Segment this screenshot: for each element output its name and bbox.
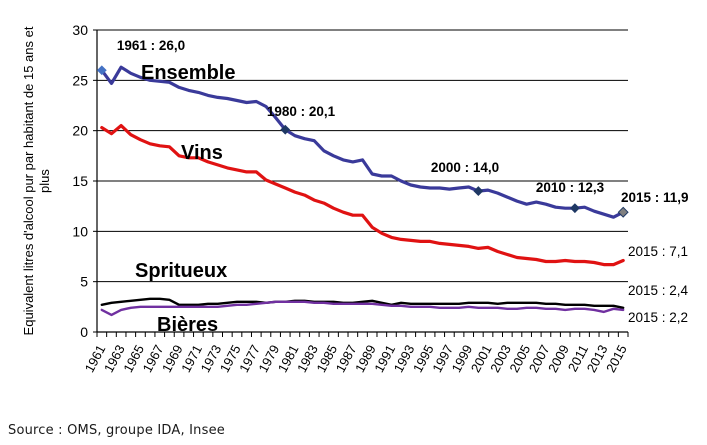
series-label-bieres: Bières xyxy=(157,314,218,336)
x-tick-label-2015: 2015 xyxy=(603,342,630,375)
marker-2000 xyxy=(473,186,484,196)
y-tick-label-5: 5 xyxy=(80,274,88,290)
marker-1961 xyxy=(96,65,107,76)
annotation-2010-12-3: 2010 : 12,3 xyxy=(536,180,605,195)
annotation-2015-7-1: 2015 : 7,1 xyxy=(628,244,688,259)
y-axis-title-line1: Equivalent litres d'alcool pur par habit… xyxy=(21,26,36,335)
marker-1980 xyxy=(280,124,291,135)
y-tick-label-10: 10 xyxy=(72,223,88,239)
series-label-spiritueux: Spritueux xyxy=(135,260,227,282)
marker-2010 xyxy=(569,203,580,214)
annotation-2015-2-2: 2015 : 2,2 xyxy=(628,310,688,325)
annotation-1961-26-0: 1961 : 26,0 xyxy=(117,38,185,53)
x-tick-label-2009: 2009 xyxy=(545,342,572,375)
y-tick-label-0: 0 xyxy=(80,324,88,340)
annotation-1980-20-1: 1980 : 20,1 xyxy=(267,104,336,119)
series-line-ensemble xyxy=(100,65,625,219)
marker-2015 xyxy=(617,206,629,218)
annotation-2015-11-9: 2015 : 11,9 xyxy=(621,190,689,205)
series-label-ensemble: Ensemble xyxy=(141,62,235,84)
y-axis-title-line2: plus xyxy=(37,169,52,193)
source-note: Source : OMS, groupe IDA, Insee xyxy=(8,423,225,438)
series-line-bieres xyxy=(100,300,625,317)
alcohol-consumption-line-chart: 0510152025301961196319651967196919711973… xyxy=(21,22,689,375)
annotation-2015-2-4: 2015 : 2,4 xyxy=(628,283,689,298)
y-tick-label-20: 20 xyxy=(72,123,88,139)
series-line-spiritueux xyxy=(100,297,625,309)
annotation-2000-14-0: 2000 : 14,0 xyxy=(431,160,499,175)
series-label-vins: Vins xyxy=(181,142,223,164)
y-tick-label-30: 30 xyxy=(72,22,88,38)
y-tick-label-15: 15 xyxy=(72,173,88,189)
y-tick-label-25: 25 xyxy=(72,72,88,88)
series-line-vins xyxy=(100,123,625,267)
